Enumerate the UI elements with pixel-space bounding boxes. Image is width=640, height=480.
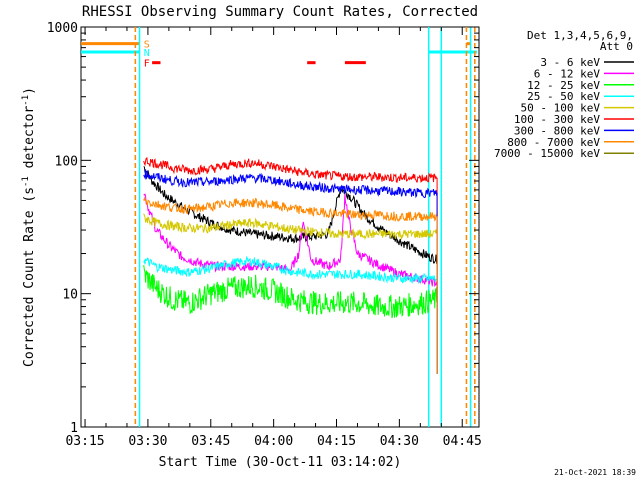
vertical-markers <box>134 27 476 427</box>
legend-entry-label: 6 - 12 keV <box>534 67 601 80</box>
legend-entry-label: 25 - 50 keV <box>527 90 600 103</box>
series-line <box>143 255 437 285</box>
y-axis-label-part: Corrected Count Rate (s <box>22 187 37 367</box>
y-axis-label-part: ) <box>22 87 37 95</box>
y-tick-label: 1000 <box>47 21 78 36</box>
x-tick-label: 04:15 <box>317 434 356 449</box>
legend-entry-label: 7000 - 15000 keV <box>494 147 600 160</box>
legend-header-line: Att 0 <box>600 40 633 53</box>
x-tick-label: 04:30 <box>380 434 419 449</box>
legend-entry-label: 3 - 6 keV <box>540 56 600 69</box>
x-tick-label: 03:45 <box>191 434 230 449</box>
y-axis-label-exponent: -1 <box>21 95 31 106</box>
y-axis-label: Corrected Count Rate (s-1 detector-1) <box>21 87 37 367</box>
series-line <box>143 265 438 319</box>
y-tick-label: 1 <box>70 421 78 436</box>
legend-entry-label: 800 - 7000 keV <box>507 136 600 149</box>
y-axis-label-exponent: -1 <box>21 176 31 187</box>
legend-entry-label: 12 - 25 keV <box>527 79 600 92</box>
chart-title: RHESSI Observing Summary Count Rates, Co… <box>82 4 478 20</box>
footer-timestamp: 21-Oct-2021 18:39 <box>554 468 636 477</box>
series-line <box>143 169 438 199</box>
plot-frame <box>80 26 480 428</box>
legend-entry-label: 300 - 800 keV <box>514 124 600 137</box>
x-tick-label: 03:15 <box>65 434 104 449</box>
legend-header-line: Det 1,3,4,5,6,9, <box>527 29 633 42</box>
flag-label: N <box>144 48 150 59</box>
y-tick-label: 10 <box>62 288 78 303</box>
x-tick-label: 04:00 <box>254 434 293 449</box>
x-tick-label: 03:30 <box>128 434 167 449</box>
series-line <box>143 213 438 241</box>
legend-entry-label: 100 - 300 keV <box>514 113 600 126</box>
y-axis-label-part: detector <box>22 106 37 177</box>
y-tick-label: 100 <box>55 154 78 169</box>
flag-label: F <box>144 59 150 70</box>
instrument-flags: SNF <box>81 40 477 70</box>
series-line <box>143 157 438 183</box>
flag-label: S <box>144 40 150 51</box>
axes-ticks: 03:15 03:30 03:45 04:00 04:15 04:30 04:45 1 10 10… <box>47 21 482 449</box>
legend-entry-label: 50 - 100 keV <box>521 102 601 115</box>
x-tick-label: 04:45 <box>443 434 482 449</box>
count-rate-series <box>143 157 438 374</box>
series-line <box>143 196 438 223</box>
x-axis-label: Start Time (30-Oct-11 03:14:02) <box>159 455 402 470</box>
